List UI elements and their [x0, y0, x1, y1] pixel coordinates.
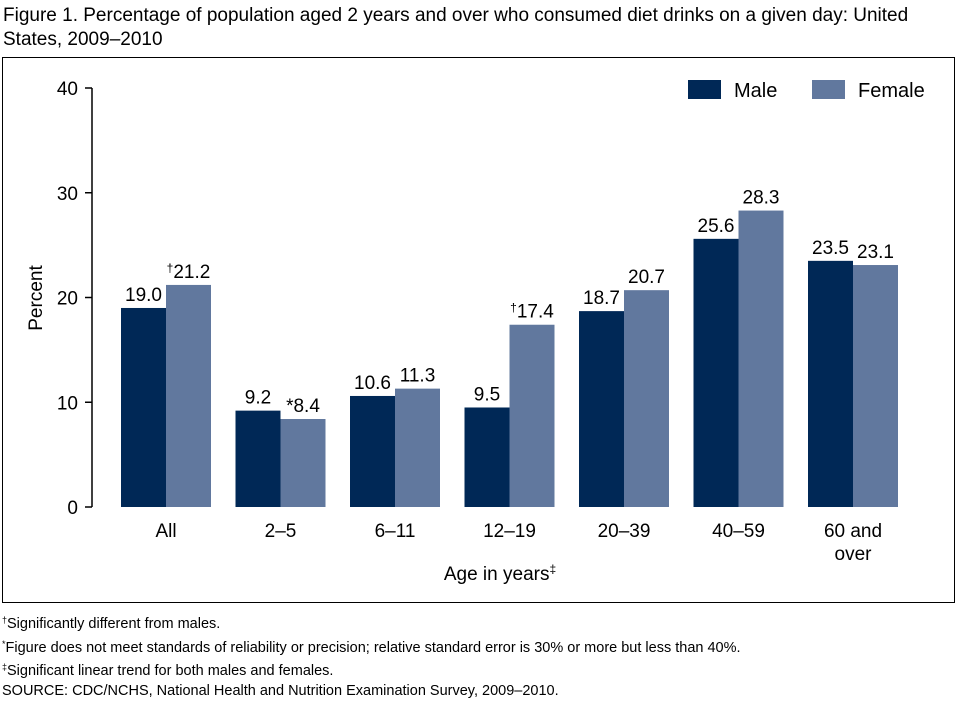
legend-swatch-female [812, 80, 845, 99]
x-tick-label: 20–39 [598, 521, 651, 542]
bar-female [624, 290, 669, 507]
x-tick-label: All [155, 521, 176, 542]
bar-male [465, 407, 510, 507]
y-tick-label: 20 [57, 289, 78, 310]
data-label: 19.0 [125, 285, 162, 306]
data-label: 23.1 [857, 242, 894, 263]
x-tick-label: 2–5 [265, 521, 297, 542]
footnote: †Significantly different from males. [2, 611, 741, 635]
bar-male [236, 411, 281, 507]
data-label: 23.5 [812, 238, 849, 259]
data-label: 25.6 [698, 216, 735, 237]
bar-male [694, 239, 739, 507]
footnote-text: Figure does not meet standards of reliab… [6, 640, 741, 656]
data-label: 18.7 [583, 288, 620, 309]
legend-swatch-male [688, 80, 721, 99]
footnote-text: SOURCE: CDC/NCHS, National Health and Nu… [2, 683, 559, 699]
bar-female [166, 285, 211, 507]
x-tick-label: 6–11 [375, 521, 416, 542]
data-label: 20.7 [628, 267, 665, 288]
data-label: †21.2 [167, 261, 211, 283]
data-label: †17.4 [510, 301, 554, 323]
y-tick-label: 10 [57, 393, 78, 414]
footnote-text: Significantly different from males. [7, 616, 220, 632]
footnote: SOURCE: CDC/NCHS, National Health and Nu… [2, 682, 741, 701]
bar-female [510, 325, 555, 507]
y-tick-label: 30 [57, 184, 78, 205]
bar-male [121, 308, 166, 507]
data-label: 10.6 [354, 373, 391, 394]
data-label: 11.3 [400, 366, 436, 387]
bar-female [853, 265, 898, 507]
bar-male [350, 396, 395, 507]
y-tick-label: 0 [67, 498, 78, 519]
x-tick-label: 40–59 [712, 521, 765, 542]
legend-label: Male [734, 80, 777, 102]
data-label: 9.2 [245, 388, 271, 409]
y-tick-label: 40 [57, 79, 78, 100]
footnote: ‡Significant linear trend for both males… [2, 658, 741, 682]
bar-male [808, 261, 853, 507]
footnote-text: Significant linear trend for both males … [7, 663, 333, 679]
x-axis-label: Age in years‡ [444, 562, 556, 585]
legend-label: Female [858, 80, 925, 102]
footnotes: †Significantly different from males.*Fig… [2, 611, 741, 701]
footnote: *Figure does not meet standards of relia… [2, 635, 741, 659]
bar-female [739, 211, 784, 507]
data-label: *8.4 [286, 396, 320, 417]
data-label: 9.5 [474, 384, 500, 405]
data-label: 28.3 [743, 188, 780, 209]
x-tick-label: 12–19 [483, 521, 536, 542]
x-tick-label: over [835, 544, 873, 565]
y-axis-label: Percent [26, 265, 47, 331]
bar-male [579, 311, 624, 507]
bar-female [395, 389, 440, 507]
bar-female [281, 419, 326, 507]
x-tick-label: 60 and [824, 521, 882, 542]
